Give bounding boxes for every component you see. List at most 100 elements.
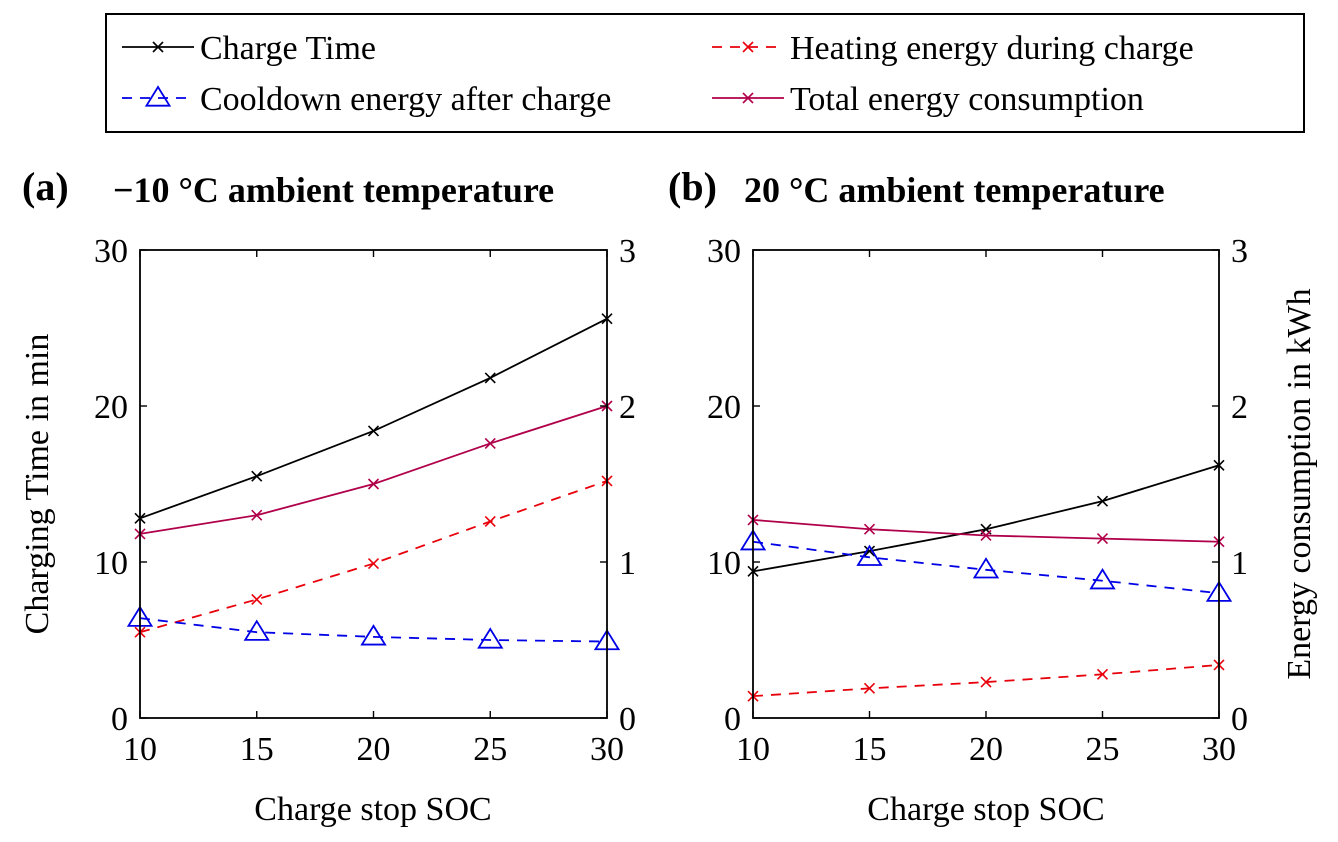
point-heating-20-stroke-b — [980, 676, 992, 688]
point-heating-20-stroke-b — [367, 557, 380, 570]
series-line-heating — [139, 480, 608, 634]
point-charge_time-15 — [251, 470, 263, 482]
legend-marker-charge_time — [152, 41, 164, 53]
y-tick-label-right: 3 — [1231, 233, 1248, 270]
series-line-charge_time — [139, 317, 608, 520]
point-charge_time-25-stroke-b — [1096, 495, 1109, 507]
y-tick-label-left: 30 — [94, 233, 128, 270]
series-line-charge_time — [752, 464, 1220, 573]
x-tick-label: 20 — [969, 731, 1003, 768]
point-charge_time-25 — [484, 372, 496, 384]
point-heating-15 — [863, 682, 876, 694]
legend: Charge Time Heating energy during charge… — [105, 13, 1305, 133]
legend-marker-charge_time-stroke-b — [152, 41, 164, 53]
point-total-15 — [863, 523, 876, 535]
point-cooldown-20 — [972, 557, 1000, 579]
y-tick-label-left: 10 — [707, 545, 741, 582]
panel-title-a: −10 °C ambient temperature — [113, 170, 554, 210]
point-cooldown-15 — [243, 619, 270, 641]
legend-marker-total-stroke-b — [742, 92, 754, 104]
point-total-15 — [251, 509, 263, 521]
legend-marker-cooldown — [144, 85, 172, 107]
x-tick-label: 10 — [123, 731, 157, 768]
point-total-25 — [484, 437, 496, 450]
legend-box — [105, 13, 1305, 133]
y-tick-label-left: 10 — [94, 545, 128, 582]
y-tick-label-left: 20 — [94, 389, 128, 426]
point-charge_time-25-stroke-b — [484, 372, 496, 384]
legend-label-charge-time: Charge Time — [200, 30, 376, 67]
y-tick-label-right: 2 — [1231, 389, 1248, 426]
legend-label-total: Total energy consumption — [790, 81, 1144, 118]
legend-marker-total — [742, 92, 754, 104]
legend-marker-heating — [742, 41, 754, 53]
y-tick-label-right: 1 — [619, 545, 636, 582]
panel-b: (b) 20 °C ambient temperature Charge sto… — [668, 164, 1318, 828]
point-total-25 — [1096, 533, 1109, 545]
point-total-20 — [367, 478, 380, 490]
y-tick-label-left: 20 — [707, 389, 741, 426]
y-tick-label-left: 30 — [707, 233, 741, 270]
plot-frame — [752, 249, 1220, 719]
panel-a: (a) −10 °C ambient temperature Charge st… — [19, 164, 636, 828]
x-tick-label: 10 — [736, 731, 770, 768]
point-cooldown-25 — [477, 627, 504, 649]
series-line-cooldown — [752, 540, 1220, 595]
point-total-20 — [980, 529, 992, 542]
x-tick-label: 15 — [853, 731, 887, 768]
legend-label-heating: Heating energy during charge — [790, 30, 1194, 67]
legend-swatch-cooldown — [122, 85, 194, 107]
x-tick-label: 25 — [473, 731, 507, 768]
legend-swatch-charge-time — [122, 41, 194, 53]
point-charge_time-15-stroke-b — [863, 545, 876, 557]
point-total-15-stroke-b — [251, 509, 263, 521]
point-heating-20 — [367, 557, 380, 570]
point-heating-20 — [980, 676, 992, 688]
point-heating-25 — [1096, 668, 1109, 680]
series-line-heating — [752, 664, 1220, 698]
point-heating-25-stroke-b — [1096, 668, 1109, 680]
y-tick-label-left: 0 — [724, 701, 741, 738]
point-total-15-stroke-b — [863, 523, 876, 535]
point-charge_time-20-stroke-b — [367, 425, 380, 437]
point-heating-25-stroke-b — [484, 515, 496, 528]
series-line-total — [139, 405, 608, 535]
x-tick-label: 25 — [1086, 731, 1120, 768]
point-heating-25 — [484, 515, 496, 528]
legend-label-cooldown: Cooldown energy after charge — [200, 81, 611, 118]
y-axis-label-right: Energy consumption in kWh — [1281, 288, 1318, 679]
legend-swatch-total — [712, 92, 784, 104]
y-tick-label-right: 2 — [619, 389, 636, 426]
point-charge_time-15-stroke-b — [251, 470, 263, 482]
x-tick-label: 30 — [1202, 731, 1236, 768]
point-cooldown-15 — [856, 544, 883, 566]
y-tick-label-right: 0 — [619, 701, 636, 738]
point-heating-15 — [251, 593, 263, 606]
point-charge_time-20 — [367, 425, 380, 437]
x-tick-label: 20 — [357, 731, 391, 768]
legend-marker-heating-stroke-b — [742, 41, 754, 53]
point-total-20-stroke-b — [367, 478, 380, 490]
x-tick-label: 15 — [240, 731, 274, 768]
y-tick-label-right: 0 — [1231, 701, 1248, 738]
point-cooldown-25 — [1089, 568, 1116, 590]
point-heating-15-stroke-b — [863, 682, 876, 694]
panel-title-b: 20 °C ambient temperature — [744, 170, 1165, 210]
y-tick-label-right: 3 — [619, 233, 636, 270]
legend-swatch-heating — [712, 41, 784, 53]
panel-label-b: (b) — [668, 164, 717, 209]
series-line-cooldown — [139, 617, 608, 643]
panel-label-a: (a) — [22, 164, 69, 209]
y-axis-label-left: Charging Time in min — [19, 334, 56, 635]
point-total-20-stroke-b — [980, 529, 992, 542]
point-charge_time-25 — [1096, 495, 1109, 507]
point-charge_time-15 — [863, 545, 876, 557]
point-total-25-stroke-b — [1096, 533, 1109, 545]
point-cooldown-20 — [360, 624, 387, 646]
x-axis-label-a: Charge stop SOC — [254, 791, 491, 828]
x-tick-label: 30 — [590, 731, 624, 768]
point-heating-15-stroke-b — [251, 593, 263, 606]
x-axis-label-b: Charge stop SOC — [867, 791, 1104, 828]
point-total-25-stroke-b — [484, 437, 496, 450]
y-tick-label-right: 1 — [1231, 545, 1248, 582]
